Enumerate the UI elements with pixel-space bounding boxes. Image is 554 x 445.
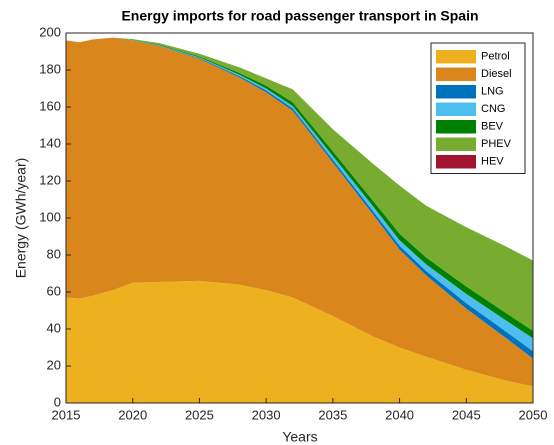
area [66, 37, 533, 387]
y-tick-label: 40 [47, 320, 61, 335]
legend-swatch [436, 67, 476, 81]
legend-swatch [436, 155, 476, 169]
legend-swatch [436, 137, 476, 151]
y-tick-label: 60 [47, 283, 61, 298]
legend-swatch [436, 85, 476, 99]
legend-label: CNG [481, 103, 505, 115]
x-tick-label: 2040 [385, 407, 414, 422]
y-tick-label: 80 [47, 246, 61, 261]
area [66, 37, 533, 331]
area [66, 280, 533, 403]
legend-swatch [436, 102, 476, 116]
legend-label: Petrol [481, 51, 510, 63]
legend-label: BEV [481, 121, 504, 133]
y-tick-label: 0 [54, 394, 61, 409]
y-tick-label: 140 [39, 135, 61, 150]
y-tick-label: 200 [39, 24, 61, 39]
y-tick-label: 20 [47, 357, 61, 372]
legend-swatch [436, 120, 476, 134]
x-tick-label: 2030 [252, 407, 281, 422]
y-tick-label: 160 [39, 98, 61, 113]
x-axis-label: Years [282, 429, 317, 445]
y-tick-label: 180 [39, 61, 61, 76]
x-tick-label: 2035 [318, 407, 347, 422]
y-tick-label: 120 [39, 172, 61, 187]
x-tick-label: 2045 [452, 407, 481, 422]
chart-title: Energy imports for road passenger transp… [121, 8, 478, 24]
legend-label: LNG [481, 86, 504, 98]
legend-label: HEV [481, 156, 504, 168]
y-axis-label: Energy (GWh/year) [13, 158, 29, 279]
x-tick-label: 2020 [118, 407, 147, 422]
legend-label: PHEV [481, 138, 512, 150]
legend-label: Diesel [481, 68, 512, 80]
legend-swatch [436, 50, 476, 64]
x-tick-label: 2050 [519, 407, 548, 422]
y-tick-label: 100 [39, 209, 61, 224]
legend: Petrol Diesel LNG CNG BEV PHEV HEV [430, 42, 526, 174]
x-tick-label: 2025 [185, 407, 214, 422]
x-tick-label: 2015 [52, 407, 81, 422]
